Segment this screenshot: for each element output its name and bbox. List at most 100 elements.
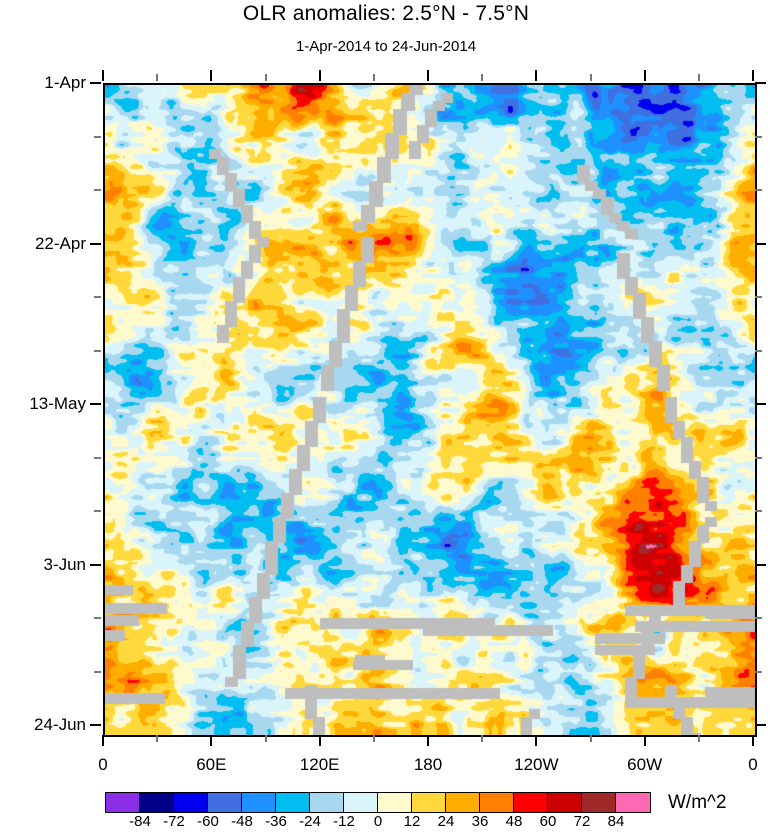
x-axis-major-tick-top (210, 70, 213, 81)
y-axis-label: 1-Apr (44, 73, 86, 92)
y-axis-major-tick-right (755, 82, 766, 84)
y-axis-minor-tick-right (755, 349, 762, 352)
x-axis-minor-tick-top (264, 74, 267, 81)
colorbar-swatch (276, 793, 310, 812)
colorbar-swatch (480, 793, 514, 812)
y-axis-minor-tick-right (755, 189, 762, 192)
x-axis-major-tick-top (427, 70, 429, 81)
page-title: OLR anomalies: 2.5°N - 7.5°N (242, 2, 530, 25)
colorbar-swatch (548, 793, 582, 812)
y-axis-major-tick-right (755, 724, 766, 727)
y-axis-minor-tick-right (755, 135, 762, 138)
colorbar-tick-label: -36 (265, 813, 287, 830)
colorbar-tick-label: 48 (505, 813, 523, 830)
colorbar-tick-label: -12 (333, 813, 355, 830)
y-axis-minor-tick (94, 617, 101, 620)
colorbar-tick-label: 72 (573, 813, 591, 830)
x-axis-major-tick (318, 735, 321, 746)
y-axis-label: 22-Apr (34, 233, 86, 253)
colorbar-swatch (242, 793, 276, 812)
y-axis-major-tick (90, 403, 101, 406)
colorbar-swatch (140, 793, 174, 812)
x-axis-major-tick-top (643, 70, 646, 81)
x-axis-major-tick (102, 735, 104, 746)
colorbar-tick-label: 60 (539, 813, 557, 830)
y-axis-minor-tick (94, 135, 101, 138)
x-axis-major-tick (752, 735, 754, 746)
page-subtitle: 1-Apr-2014 to 24-Jun-2014 (295, 38, 477, 55)
colorbar-swatch (378, 793, 412, 812)
colorbar-tick-label: -84 (129, 813, 151, 830)
x-axis-major-tick-top (102, 70, 104, 81)
y-axis-major-tick (90, 563, 101, 566)
x-axis-label: 0 (98, 755, 108, 774)
x-axis-major-tick (210, 735, 213, 746)
colorbar-swatch (412, 793, 446, 812)
olr-anomaly-field (105, 85, 755, 735)
colorbar (105, 792, 651, 813)
x-axis-major-tick (535, 735, 538, 746)
y-axis-major-tick (90, 724, 101, 727)
x-axis-minor-tick (264, 735, 267, 742)
y-axis-minor-tick (94, 510, 101, 513)
y-axis-minor-tick-right (755, 670, 762, 673)
colorbar-tick-label: -60 (197, 813, 219, 830)
y-axis-minor-tick (94, 296, 101, 299)
y-axis-major-tick (90, 242, 101, 245)
y-axis-minor-tick-right (755, 456, 762, 459)
x-axis-minor-tick-top (481, 74, 484, 81)
y-axis-label: 13-May (29, 394, 86, 414)
x-axis-major-tick-top (318, 70, 321, 81)
colorbar-tick-label: -24 (299, 813, 321, 830)
x-axis-major-tick (427, 735, 429, 746)
colorbar-unit-label: W/m^2 (668, 792, 727, 813)
colorbar-swatch (310, 793, 344, 812)
y-axis-major-tick-right (755, 242, 766, 245)
y-axis-minor-tick (94, 456, 101, 459)
hovmoller-plot (103, 83, 757, 737)
y-axis-minor-tick-right (755, 296, 762, 299)
x-axis-major-tick (643, 735, 646, 746)
y-axis-minor-tick-right (755, 510, 762, 513)
y-axis-minor-tick-right (755, 617, 762, 620)
x-axis-minor-tick (589, 735, 592, 742)
colorbar-tick-label: 36 (471, 813, 489, 830)
colorbar-tick-label: -48 (231, 813, 253, 830)
x-axis-label: 180 (413, 755, 443, 774)
x-axis-minor-tick (156, 735, 159, 742)
colorbar-swatch (514, 793, 548, 812)
x-axis-minor-tick-top (156, 74, 159, 81)
x-axis-label: 120W (514, 755, 559, 774)
y-axis-label: 3-Jun (43, 554, 86, 574)
x-axis-major-tick-top (535, 70, 538, 81)
colorbar-tick-label: 24 (437, 813, 455, 830)
y-axis-major-tick-right (755, 563, 766, 566)
x-axis-label: 120E (299, 755, 340, 774)
y-axis-major-tick (90, 82, 101, 84)
y-axis-minor-tick (94, 670, 101, 673)
x-axis-label: 60E (196, 755, 227, 774)
y-axis-major-tick-right (755, 403, 766, 406)
colorbar-swatch (446, 793, 480, 812)
x-axis-label: 0 (748, 755, 758, 774)
x-axis-minor-tick (697, 735, 700, 742)
x-axis-minor-tick (372, 735, 375, 742)
colorbar-tick-label: 12 (403, 813, 421, 830)
y-axis-minor-tick (94, 189, 101, 192)
colorbar-tick-label: 84 (607, 813, 625, 830)
x-axis-minor-tick (481, 735, 484, 742)
colorbar-swatch (616, 793, 650, 812)
colorbar-swatch (582, 793, 616, 812)
colorbar-swatch (208, 793, 242, 812)
colorbar-swatch (174, 793, 208, 812)
x-axis-major-tick-top (752, 70, 754, 81)
y-axis-label: 24-Jun (34, 715, 86, 735)
x-axis-label: 60W (627, 755, 663, 774)
colorbar-swatch (344, 793, 378, 812)
y-axis-minor-tick (94, 349, 101, 352)
x-axis-minor-tick-top (697, 74, 700, 81)
colorbar-tick-label: 0 (373, 813, 383, 830)
colorbar-tick-label: -72 (163, 813, 185, 830)
x-axis-minor-tick-top (372, 74, 375, 81)
x-axis-minor-tick-top (589, 74, 592, 81)
